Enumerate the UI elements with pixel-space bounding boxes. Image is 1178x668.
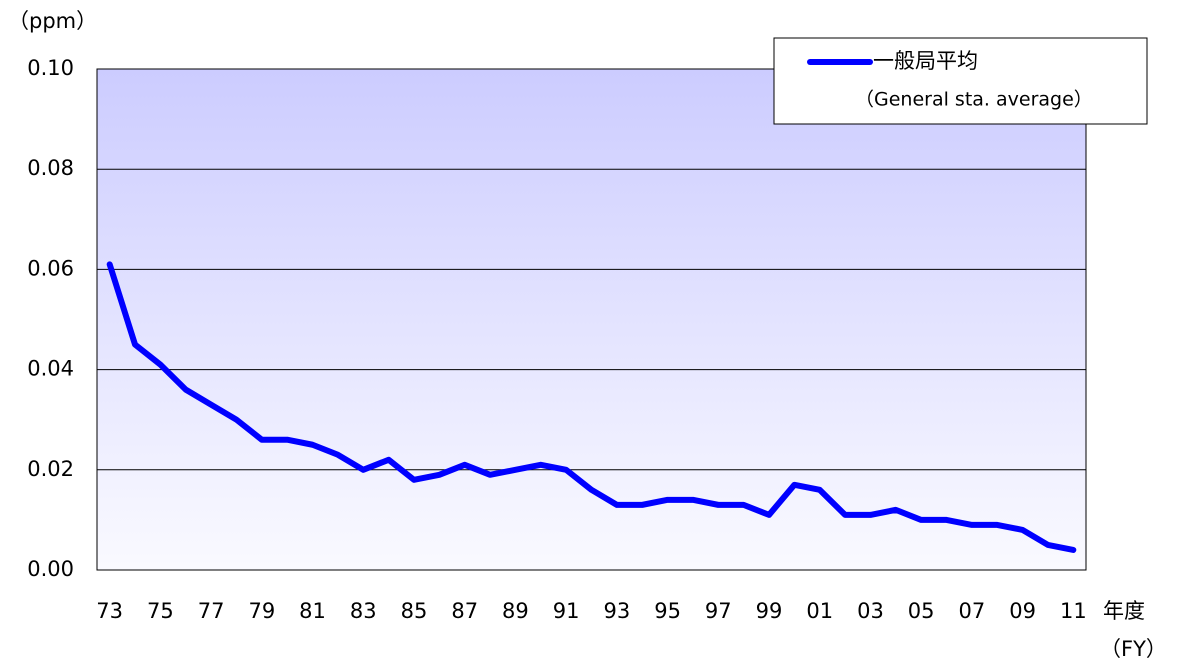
- x-tick-label: 95: [654, 599, 681, 623]
- legend-label-sub: （General sta. average）: [855, 89, 1093, 111]
- x-tick-label: 85: [401, 599, 428, 623]
- x-tick-label: 97: [705, 599, 732, 623]
- legend-box: [773, 37, 1148, 125]
- x-tick-label: 99: [756, 599, 783, 623]
- x-axis-label: 年度: [1103, 599, 1145, 623]
- x-axis-label-sub: （FY）: [1100, 637, 1167, 661]
- data-line: [106, 261, 1077, 553]
- y-tick-label: 0.06: [27, 256, 74, 280]
- x-tick-label: 77: [198, 599, 225, 623]
- x-tick-label: 79: [248, 599, 275, 623]
- x-tick-label: 87: [451, 599, 478, 623]
- x-tick-label: 03: [857, 599, 884, 623]
- y-tick-label: 0.08: [27, 156, 74, 180]
- legend: 一般局平均 （General sta. average）: [773, 37, 1148, 125]
- y-tick-label: 0.02: [27, 457, 74, 481]
- legend-label: 一般局平均: [873, 49, 978, 73]
- y-tick-label: 0.00: [27, 557, 74, 581]
- x-tick-label: 81: [299, 599, 326, 623]
- y-tick-label: 0.04: [27, 357, 74, 381]
- x-tick-label: 01: [806, 599, 833, 623]
- x-tick-label: 83: [350, 599, 377, 623]
- y-axis-label: （ppm）: [8, 9, 97, 33]
- y-tick-label: 0.10: [27, 56, 74, 80]
- x-tick-label: 89: [502, 599, 529, 623]
- x-tick-label: 75: [147, 599, 174, 623]
- x-tick-label: 73: [96, 599, 123, 623]
- x-tick-label: 09: [1009, 599, 1036, 623]
- x-tick-label: 91: [553, 599, 580, 623]
- x-tick-label: 93: [603, 599, 630, 623]
- plot-area: [96, 68, 1087, 571]
- x-tick-label: 05: [908, 599, 935, 623]
- x-tick-label: 11: [1060, 599, 1087, 623]
- x-tick-label: 07: [959, 599, 986, 623]
